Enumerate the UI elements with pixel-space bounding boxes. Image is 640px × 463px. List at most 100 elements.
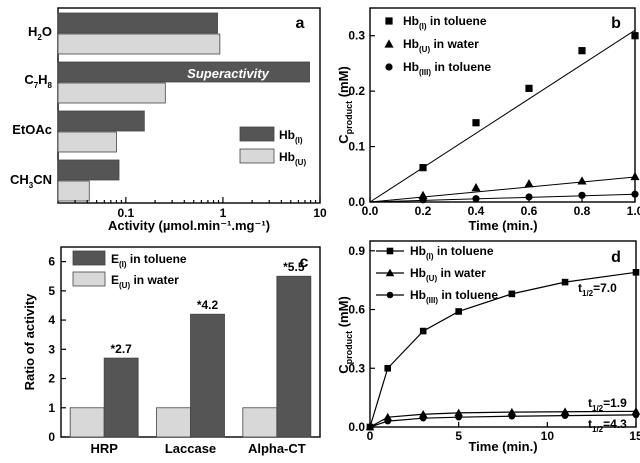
panel-b-point <box>578 47 586 55</box>
panel-d-point <box>454 408 463 417</box>
panel-a-tick-label: 1 <box>220 206 227 220</box>
panel-c-legend-swatch <box>72 271 106 287</box>
panel-d-half-life-label: t1/2=1.9 <box>588 396 627 413</box>
panel-d-point <box>455 413 462 421</box>
panel-b-tick-label: 0.8 <box>574 204 591 218</box>
panel-c-tick-label: 6 <box>48 255 55 269</box>
panel-b-point <box>524 179 534 188</box>
panel-b-legend-text: Hb(III) in toluene <box>403 60 491 77</box>
panel-b-xlabel: Time (min.) <box>468 218 537 233</box>
panel-a-legend-text: Hb(U) <box>279 150 306 167</box>
panel-d-ylabel: Cproduct (mM) <box>336 296 354 374</box>
panel-d-xlabel: Time (min.) <box>468 439 537 454</box>
panel-c-tick-label: 5 <box>48 284 55 298</box>
panel-c-legend-text: E(U) in water <box>111 273 179 290</box>
panel-b-tick-label: 0.4 <box>468 204 485 218</box>
panel-a-tick-label: 0.1 <box>118 206 135 220</box>
panel-c-legend-text: E(I) in toluene <box>111 252 187 269</box>
panel-d-point <box>418 409 428 418</box>
panel-a-legend-text: Hb(I) <box>279 128 303 145</box>
panel-c-ylabel: Ratio of activity <box>22 293 37 391</box>
panel-d-point <box>507 407 517 416</box>
panel-a-bar-hb-u <box>57 180 90 202</box>
panel-d-point <box>455 308 462 315</box>
panel-d-point <box>384 364 392 372</box>
panel-b-point <box>472 119 480 127</box>
panel-c-legend-swatch <box>72 250 106 266</box>
panel-c-category-label: Alpha-CT <box>248 441 306 456</box>
panel-d-half-life-label: t1/2=7.0 <box>578 281 617 298</box>
panel-c-data-label: *5.5 <box>283 260 305 274</box>
panel-d-tick-label: 0 <box>367 429 374 443</box>
panel-d-half-life-label: t1/2=4.3 <box>588 417 627 434</box>
panel-b-legend-text: Hb(I) in toluene <box>403 14 487 31</box>
panel-b-point <box>418 190 428 199</box>
panel-b-tick-label: 0.2 <box>348 84 365 98</box>
panel-d-point <box>419 327 427 335</box>
panel-c-category-label: HRP <box>90 441 118 456</box>
panel-b-fit-line <box>369 176 636 203</box>
panel-c-category-label: Laccase <box>165 441 216 456</box>
panel-d-legend-marker <box>386 291 394 299</box>
panel-a-bar-hb-u <box>57 131 117 153</box>
panel-b-fit-line <box>369 193 636 203</box>
panel-a-legend-swatch <box>239 148 275 164</box>
panel-a-letter: a <box>296 15 305 32</box>
panel-b-legend-marker <box>385 63 393 71</box>
panel-d-point <box>632 269 640 276</box>
panel-d-tick-label: 0.3 <box>348 361 365 375</box>
panel-a-annotation: Superactivity <box>187 66 269 81</box>
panel-b-tick-label: 0.3 <box>348 29 365 43</box>
panel-d-letter: d <box>611 249 621 266</box>
panel-c-bar-e-i <box>276 275 312 438</box>
panel-b-tick-label: 0.0 <box>348 195 365 209</box>
panel-b-point <box>578 191 586 199</box>
panel-b-ylabel: Cproduct (mM) <box>336 66 354 144</box>
panel-c-bar-e-u <box>156 407 191 438</box>
panel-b-legend-text: Hb(U) in water <box>403 37 479 54</box>
panel-b-point <box>471 182 481 192</box>
panel-b-legend-marker <box>385 17 393 25</box>
panel-a-frame <box>57 7 321 204</box>
panel-d-tick-label: 0.0 <box>348 420 365 434</box>
panel-d-point <box>560 407 570 416</box>
panel-c-bar-e-u <box>242 407 278 438</box>
panel-d-tick-label: 0.6 <box>348 303 365 317</box>
panel-b-fit-line <box>369 29 636 203</box>
panel-d-point <box>384 417 392 425</box>
panel-b-point <box>472 195 480 203</box>
panel-a-tick-label: C7H8 <box>24 72 52 90</box>
panel-d-point <box>561 412 569 419</box>
panel-c-tick-label: 4 <box>48 313 55 327</box>
panel-a-legend-swatch <box>239 126 275 142</box>
panel-b-point <box>419 196 427 204</box>
panel-b-letter: b <box>611 15 621 32</box>
panel-a-tick-label: H2O <box>28 24 52 42</box>
panel-a-tick-label: CH3CN <box>10 172 52 190</box>
panel-c-bar-e-i <box>190 313 225 438</box>
panel-c-data-label: *2.7 <box>110 342 132 356</box>
panel-d-point <box>508 290 516 298</box>
panel-a-bar-hb-i <box>57 12 218 34</box>
panel-d-legend-text: Hb(U) in water <box>410 266 486 283</box>
panel-b-point <box>631 190 639 198</box>
panel-b-point <box>525 84 533 92</box>
panel-c-data-label: *4.2 <box>197 298 219 312</box>
panel-d-tick-label: 5 <box>455 429 462 443</box>
panel-b-point <box>525 193 533 201</box>
panel-a-tick-label: EtOAc <box>12 122 52 137</box>
panel-d-point <box>419 414 427 422</box>
panel-d-legend-marker <box>385 268 395 277</box>
panel-d-point <box>383 412 393 421</box>
panel-b-point <box>419 164 427 172</box>
panel-d-legend-text: Hb(I) in toluene <box>410 244 494 261</box>
panel-b-frame <box>369 7 636 203</box>
panel-d-point <box>632 411 640 419</box>
panel-a-bar-hb-u <box>57 33 221 55</box>
panel-c-bar-e-u <box>69 407 105 438</box>
panel-d-point <box>508 412 516 420</box>
panel-b-tick-label: 0.0 <box>362 204 379 218</box>
panel-a-xlabel: Activity (µmol.min⁻¹.mg⁻¹) <box>108 218 270 233</box>
panel-b-tick-label: 0.1 <box>348 140 365 154</box>
